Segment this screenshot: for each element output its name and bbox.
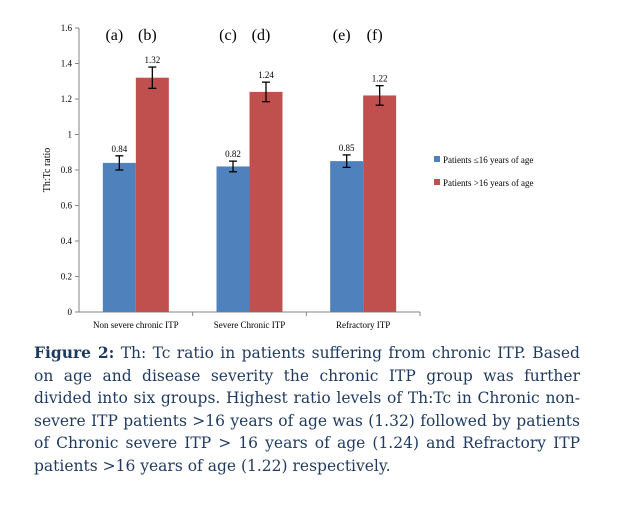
panel-label: (a) bbox=[105, 27, 123, 44]
y-tick-label: 1 bbox=[68, 130, 73, 140]
panel-label: (d) bbox=[252, 27, 271, 44]
y-tick-label: 0.8 bbox=[61, 165, 73, 175]
caption-label: Figure 2: bbox=[34, 343, 115, 362]
x-tick-label: Refractory ITP bbox=[336, 320, 390, 330]
y-tick-label: 0.6 bbox=[61, 201, 73, 211]
y-tick-label: 0.4 bbox=[61, 236, 73, 246]
legend-label: Patients >16 years of age bbox=[443, 178, 534, 188]
data-label: 0.84 bbox=[111, 144, 127, 154]
legend-label: Patients ≤16 years of age bbox=[443, 155, 533, 165]
x-tick-label: Severe Chronic ITP bbox=[214, 320, 285, 330]
data-label: 0.82 bbox=[225, 149, 241, 159]
panel-label: (f) bbox=[367, 27, 383, 44]
panel-label: (c) bbox=[219, 27, 237, 44]
y-axis-label: Th:Tc ratio bbox=[42, 148, 53, 193]
bar-chart: 0 0.2 0.4 0.6 0.8 1 1.2 1.4 1.6 Th:Tc ratio Non se… bbox=[42, 23, 534, 330]
legend-swatch bbox=[434, 179, 440, 185]
bar bbox=[135, 77, 169, 312]
caption-text: Th: Tc ratio in patients suffering from … bbox=[34, 344, 580, 475]
panel-label: (e) bbox=[333, 27, 351, 44]
data-label: 1.32 bbox=[144, 55, 160, 65]
bar bbox=[363, 95, 397, 312]
y-tick-label: 1.2 bbox=[61, 94, 72, 104]
y-tick-label: 0 bbox=[68, 307, 73, 317]
bar bbox=[249, 91, 283, 313]
data-label: 1.24 bbox=[258, 70, 274, 80]
data-label: 1.22 bbox=[372, 74, 388, 84]
y-tick-label: 0.2 bbox=[61, 272, 72, 282]
legend-swatch bbox=[434, 156, 440, 162]
y-tick-label: 1.6 bbox=[61, 23, 73, 33]
bar bbox=[102, 162, 136, 312]
bar bbox=[330, 161, 364, 312]
data-label: 0.85 bbox=[339, 143, 355, 153]
bar bbox=[216, 166, 250, 312]
x-tick-label: Non severe chronic ITP bbox=[93, 320, 179, 330]
y-tick-label: 1.4 bbox=[61, 59, 73, 69]
figure-caption: Figure 2: Th: Tc ratio in patients suffe… bbox=[34, 342, 580, 477]
panel-label: (b) bbox=[138, 27, 157, 44]
